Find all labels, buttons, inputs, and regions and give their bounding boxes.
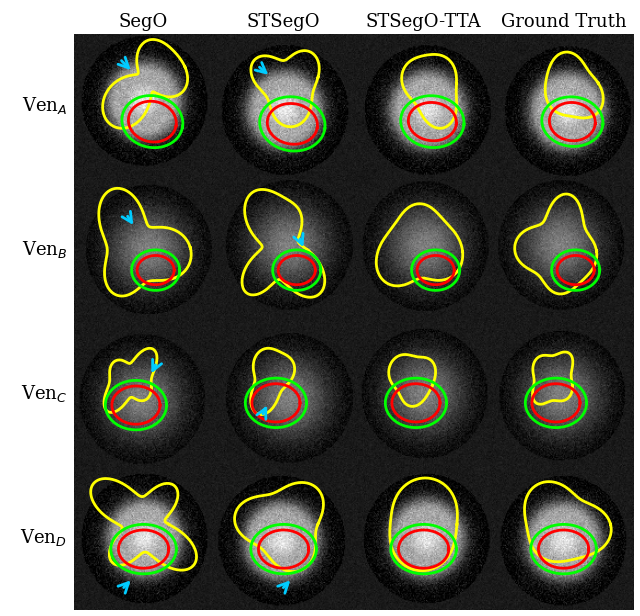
Text: Ven$_{D}$: Ven$_{D}$ [20,527,67,548]
Text: Ground Truth: Ground Truth [500,13,627,31]
Text: STSegO-TTA: STSegO-TTA [366,13,481,31]
Text: Ven$_{A}$: Ven$_{A}$ [22,95,67,116]
Text: Ven$_{B}$: Ven$_{B}$ [22,240,67,261]
Text: Ven$_{C}$: Ven$_{C}$ [21,383,67,404]
Text: SegO: SegO [119,13,168,31]
Text: STSegO: STSegO [247,13,321,31]
